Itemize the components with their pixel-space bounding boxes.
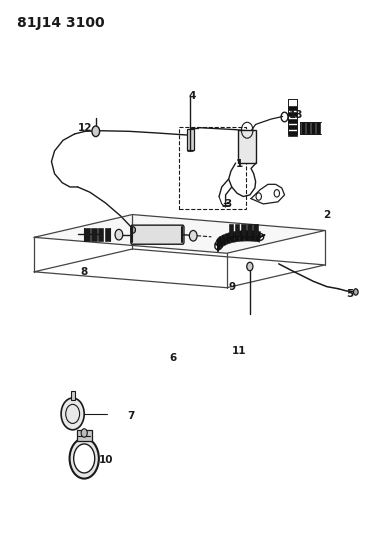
Text: 12: 12 (78, 123, 93, 133)
Text: 4: 4 (189, 91, 196, 101)
Polygon shape (216, 239, 223, 248)
Circle shape (131, 227, 135, 233)
Text: 2: 2 (323, 209, 331, 220)
Bar (288, 131, 297, 135)
Text: 13: 13 (289, 110, 303, 120)
Bar (316, 122, 320, 134)
Polygon shape (34, 215, 325, 253)
Bar (288, 112, 297, 116)
Text: 81J14 3100: 81J14 3100 (17, 16, 104, 30)
Circle shape (92, 126, 100, 136)
Polygon shape (239, 230, 245, 241)
Bar (178, 127, 246, 209)
Polygon shape (229, 232, 235, 243)
Text: 11: 11 (232, 346, 247, 357)
Bar (247, 224, 252, 236)
Text: 6: 6 (169, 353, 177, 362)
Bar (76, 430, 92, 441)
FancyBboxPatch shape (131, 225, 184, 244)
Text: 10: 10 (99, 455, 113, 465)
Circle shape (81, 429, 87, 437)
Circle shape (74, 444, 95, 473)
Bar (238, 130, 256, 163)
Bar (306, 122, 310, 134)
Bar (105, 228, 111, 241)
Circle shape (61, 398, 84, 430)
Circle shape (69, 438, 99, 479)
Bar (187, 128, 194, 150)
Bar (84, 228, 90, 241)
Bar (98, 228, 104, 241)
Polygon shape (225, 233, 231, 244)
Circle shape (247, 262, 253, 271)
Text: 7: 7 (127, 411, 134, 421)
Bar (288, 125, 297, 129)
Bar (311, 122, 315, 134)
Circle shape (115, 229, 123, 240)
Bar (71, 391, 74, 400)
Polygon shape (250, 230, 256, 241)
Bar (241, 224, 246, 236)
Polygon shape (215, 243, 222, 248)
Polygon shape (222, 234, 227, 246)
Text: 8: 8 (81, 267, 88, 277)
Polygon shape (255, 231, 261, 242)
Text: 3: 3 (224, 199, 232, 209)
Bar (301, 122, 305, 134)
Bar (229, 224, 233, 236)
Polygon shape (218, 236, 224, 247)
Bar (235, 224, 239, 236)
Bar (288, 118, 297, 123)
Polygon shape (245, 230, 250, 241)
Polygon shape (234, 231, 240, 242)
Circle shape (353, 289, 358, 295)
Bar (288, 106, 297, 110)
Bar (91, 228, 97, 241)
Bar (253, 224, 258, 236)
Text: 5: 5 (346, 289, 353, 299)
Circle shape (189, 230, 197, 241)
Text: 9: 9 (228, 281, 235, 292)
Text: 1: 1 (236, 159, 243, 169)
